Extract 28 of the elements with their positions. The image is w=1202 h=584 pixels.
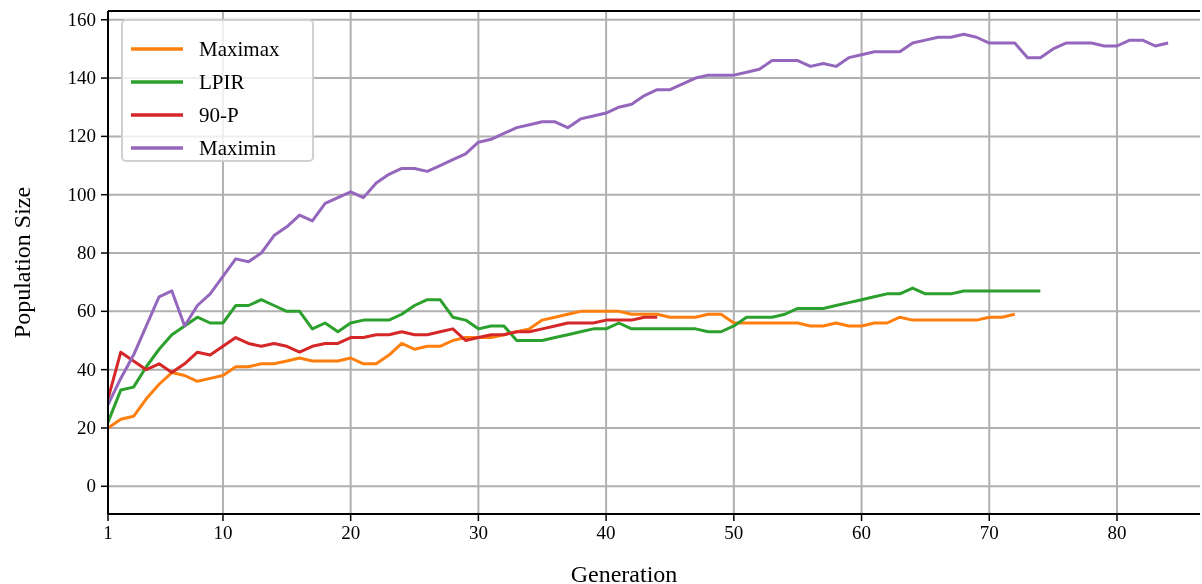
legend-label: LPIR: [199, 70, 245, 94]
legend-label: Maximin: [199, 136, 277, 160]
x-tick-label: 80: [1107, 522, 1127, 543]
y-tick-label: 20: [77, 416, 96, 438]
line-series: [108, 32, 1170, 407]
y-tick-label: 160: [67, 8, 96, 30]
y-tick-label: 80: [77, 242, 96, 264]
y-axis-title: Population Size: [9, 186, 35, 339]
y-tick-label: 40: [77, 358, 96, 380]
x-axis-title: Generation: [570, 561, 678, 584]
y-tick-label: 100: [67, 183, 96, 205]
x-tick-label: 20: [341, 522, 361, 543]
x-tick-label: 30: [468, 522, 488, 543]
x-tick-label: 40: [596, 522, 616, 543]
y-tick-label: 0: [86, 475, 96, 497]
x-tick-label: 50: [724, 522, 744, 543]
x-tick-label: 10: [213, 522, 233, 543]
x-tick-label: 1: [103, 522, 113, 543]
y-tick-label: 140: [67, 67, 96, 89]
legend-label: 90-P: [199, 103, 239, 127]
line-series: [108, 315, 659, 401]
x-tick-label: 60: [852, 522, 872, 543]
y-tick-label: 60: [77, 300, 96, 322]
line-series: [108, 309, 1017, 430]
x-tick-label: 70: [979, 522, 999, 543]
legend-label: Maximax: [199, 37, 280, 61]
y-tick-label: 120: [67, 125, 96, 147]
line-series: [108, 286, 1042, 424]
